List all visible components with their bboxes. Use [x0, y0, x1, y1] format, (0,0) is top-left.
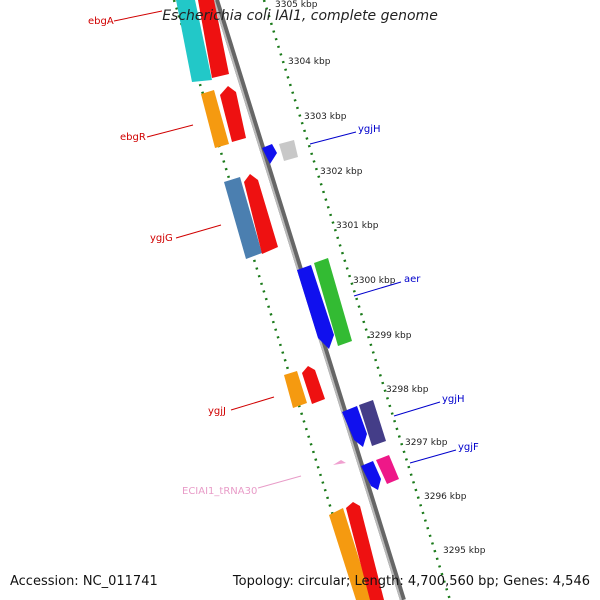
- gene-label-ygjF: ygjF: [458, 442, 479, 453]
- gene-blocks-right: [262, 140, 399, 490]
- gene-label-trna30: ECIAI1_tRNA30: [182, 486, 257, 497]
- gene-arrow: [262, 144, 277, 164]
- gene-block: [329, 508, 372, 600]
- gene-label-ebgA: ebgA: [88, 16, 114, 27]
- scale-labels: 3305 kbp 3304 kbp 3303 kbp 3302 kbp 3301…: [275, 0, 486, 556]
- gene-arrow: [361, 461, 381, 490]
- tick-track-right: [262, 0, 452, 600]
- accession-text: Accession: NC_011741: [10, 574, 158, 589]
- scale-label: 3295 kbp: [443, 546, 486, 556]
- scale-label: 3302 kbp: [320, 167, 363, 177]
- leader-lines: [113, 10, 457, 489]
- scale-label: 3304 kbp: [288, 57, 331, 67]
- genome-summary-text: Topology: circular; Length: 4,700,560 bp…: [232, 574, 590, 589]
- gene-label-ygjG: ygjG: [150, 233, 173, 244]
- gene-label-ygjH: ygjH: [358, 124, 381, 135]
- gene-block: [198, 0, 229, 78]
- gene-block: [176, 0, 212, 82]
- gene-arrow: [342, 406, 367, 447]
- gene-block: [376, 455, 399, 484]
- gene-arrow: [346, 502, 384, 600]
- scale-label: 3303 kbp: [304, 112, 347, 122]
- gene-label-ebgR: ebgR: [120, 132, 146, 143]
- scale-label: 3296 kbp: [424, 492, 467, 502]
- scale-label: 3301 kbp: [336, 221, 379, 231]
- scale-label: 3297 kbp: [405, 438, 448, 448]
- gene-arrow: [220, 86, 246, 142]
- gene-block: [279, 140, 298, 161]
- genome-title: Escherichia coli IAI1, complete genome: [162, 8, 438, 24]
- gene-arrow: [297, 265, 334, 349]
- gene-labels: ebgA ebgR ygjG ygjJ ECIAI1_tRNA30 ygjH a…: [88, 16, 479, 497]
- gene-block: [284, 371, 307, 408]
- scale-label: 3305 kbp: [275, 0, 318, 10]
- gene-block: [224, 177, 262, 259]
- gene-block: [201, 90, 229, 148]
- trna-marker: [333, 460, 346, 465]
- gene-block: [359, 400, 386, 446]
- gene-label-ygjH-2: ygjH: [442, 394, 465, 405]
- gene-arrow: [302, 366, 325, 404]
- gene-label-aer: aer: [404, 274, 421, 285]
- scale-label: 3298 kbp: [386, 385, 429, 395]
- gene-arrow: [244, 174, 278, 254]
- gene-label-ygjJ: ygjJ: [208, 406, 226, 417]
- gene-blocks-left: [176, 0, 384, 600]
- scale-label: 3300 kbp: [353, 276, 396, 286]
- gene-block: [314, 258, 352, 346]
- scale-label: 3299 kbp: [369, 331, 412, 341]
